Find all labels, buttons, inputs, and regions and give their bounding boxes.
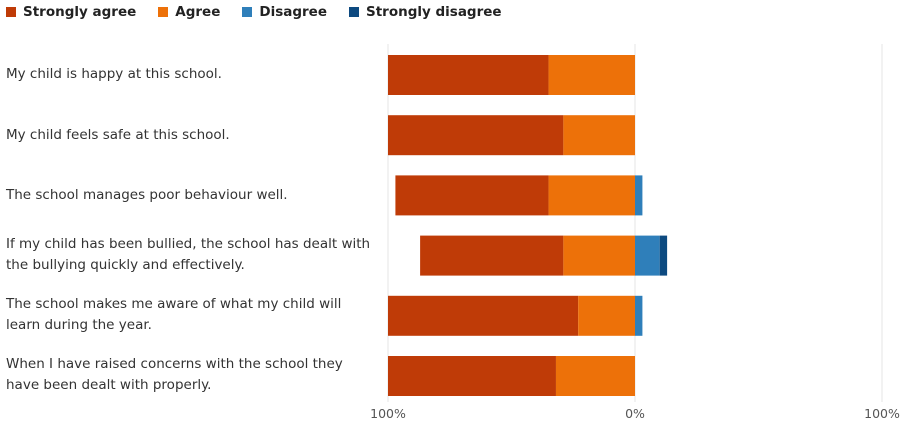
legend: Strongly agree Agree Disagree Strongly d… xyxy=(6,2,524,22)
legend-label: Strongly disagree xyxy=(365,4,502,20)
bar-agree-row-6[interactable] xyxy=(555,356,635,396)
legend-swatch xyxy=(6,7,16,17)
bar-agree-row-3[interactable] xyxy=(548,175,635,216)
category-label-bullying: If my child has been bullied, the school… xyxy=(6,236,371,273)
bar-strongly-agree-row-2[interactable] xyxy=(388,115,564,156)
bars xyxy=(388,55,668,396)
category-label-happy: My child is happy at this school. xyxy=(6,66,222,82)
bar-agree-row-4[interactable] xyxy=(563,235,635,276)
legend-item-disagree[interactable]: Disagree xyxy=(242,4,327,20)
gridlines xyxy=(387,44,883,402)
bar-strongly-agree-row-6[interactable] xyxy=(388,356,556,396)
bar-agree-row-5[interactable] xyxy=(578,295,635,336)
legend-item-strongly-disagree[interactable]: Strongly disagree xyxy=(348,4,502,20)
category-label-learning: The school makes me aware of what my chi… xyxy=(6,296,342,333)
x-tick-left: 100% xyxy=(370,406,406,421)
bar-agree-row-2[interactable] xyxy=(563,115,635,156)
legend-label: Agree xyxy=(175,4,221,20)
bar-disagree-row-4[interactable] xyxy=(635,235,660,276)
bar-strongly-agree-row-3[interactable] xyxy=(395,175,549,216)
legend-swatch xyxy=(158,7,169,17)
bar-agree-row-1[interactable] xyxy=(548,55,635,95)
x-tick-center: 0% xyxy=(625,406,645,421)
bar-strongly-agree-row-4[interactable] xyxy=(420,235,564,276)
legend-swatch xyxy=(348,7,359,17)
category-label-behaviour: The school manages poor behaviour well. xyxy=(6,187,288,203)
legend-label: Strongly agree xyxy=(23,4,137,20)
bar-strongly-agree-row-1[interactable] xyxy=(388,55,549,95)
bar-disagree-row-5[interactable] xyxy=(635,295,643,336)
bar-strongly-agree-row-5[interactable] xyxy=(388,295,579,336)
category-label-concerns: When I have raised concerns with the sch… xyxy=(6,356,343,393)
bar-strongly-disagree-row-4[interactable] xyxy=(659,235,668,276)
bar-disagree-row-3[interactable] xyxy=(635,175,643,216)
legend-label: Disagree xyxy=(259,4,327,20)
x-axis-ticks: 100% 0% 100% xyxy=(370,406,900,421)
x-tick-right: 100% xyxy=(864,406,900,421)
legend-item-strongly-agree[interactable]: Strongly agree xyxy=(6,4,136,20)
legend-swatch xyxy=(242,7,253,17)
legend-item-agree[interactable]: Agree xyxy=(158,4,220,20)
category-label-safe: My child feels safe at this school. xyxy=(6,127,230,143)
